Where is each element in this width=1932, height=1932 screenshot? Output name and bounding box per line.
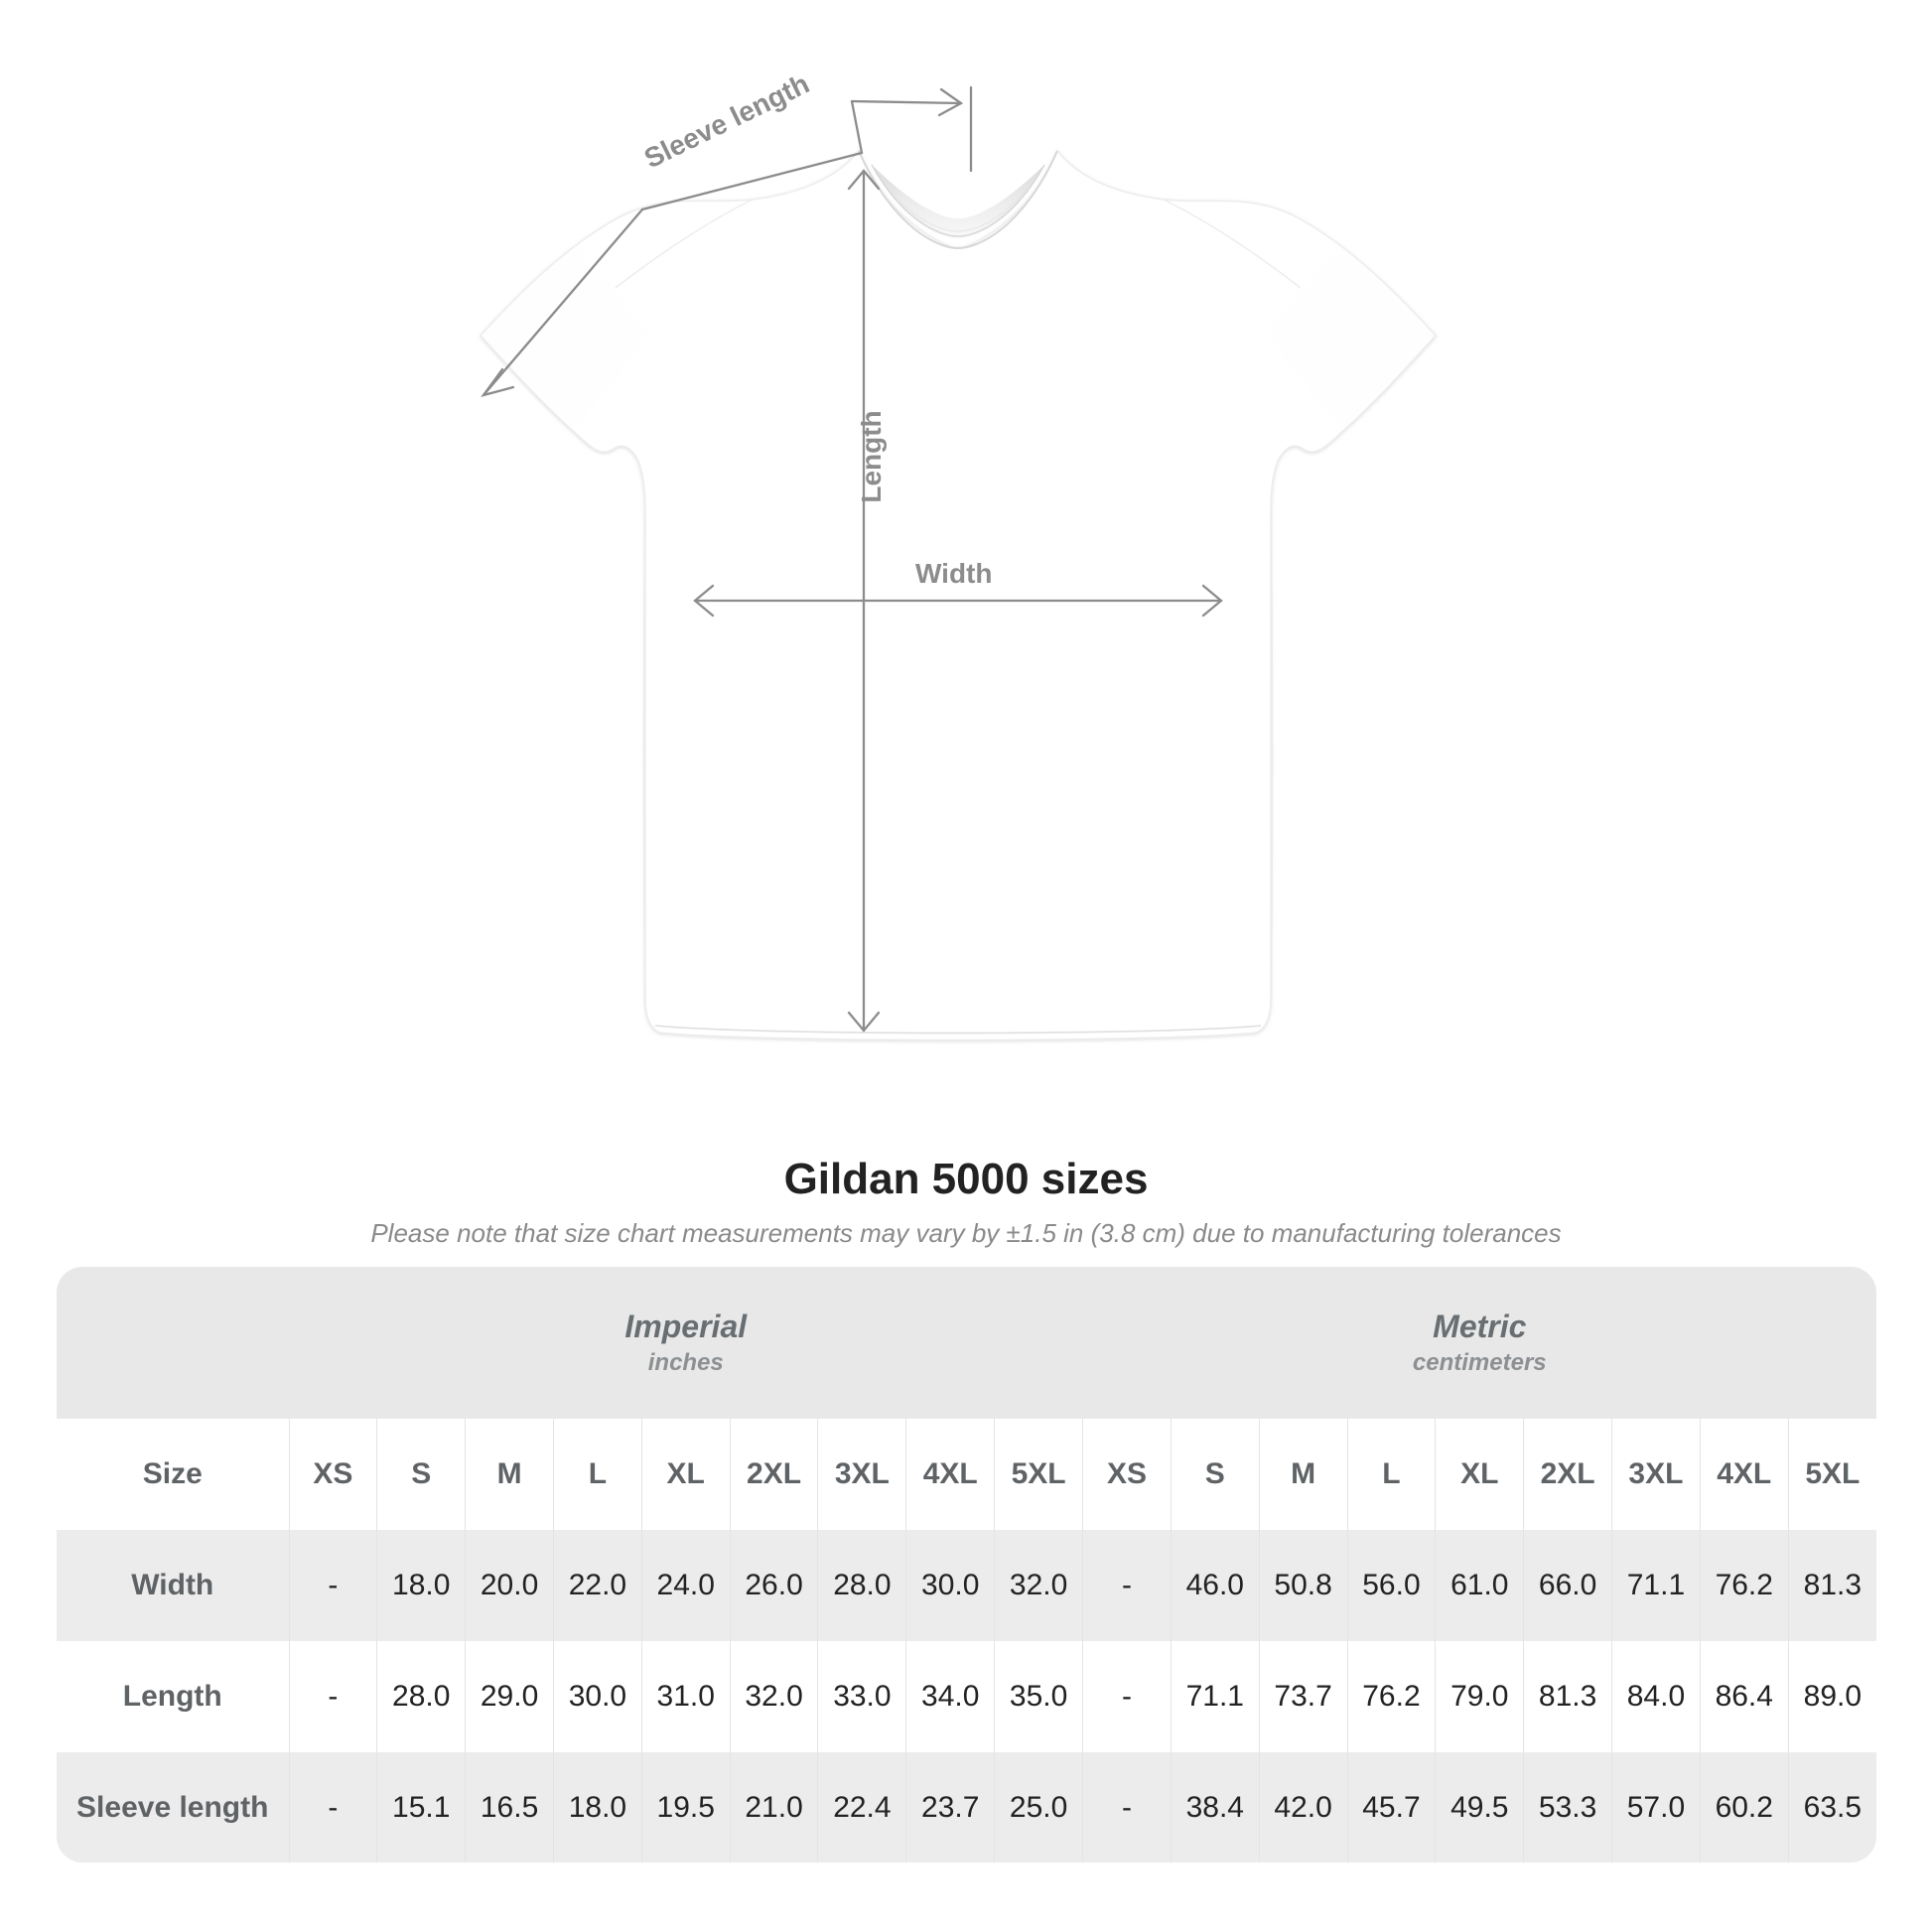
svg-text:Width: Width <box>915 558 993 589</box>
svg-text:Length: Length <box>856 410 887 502</box>
svg-text:Sleeve length: Sleeve length <box>639 68 814 174</box>
